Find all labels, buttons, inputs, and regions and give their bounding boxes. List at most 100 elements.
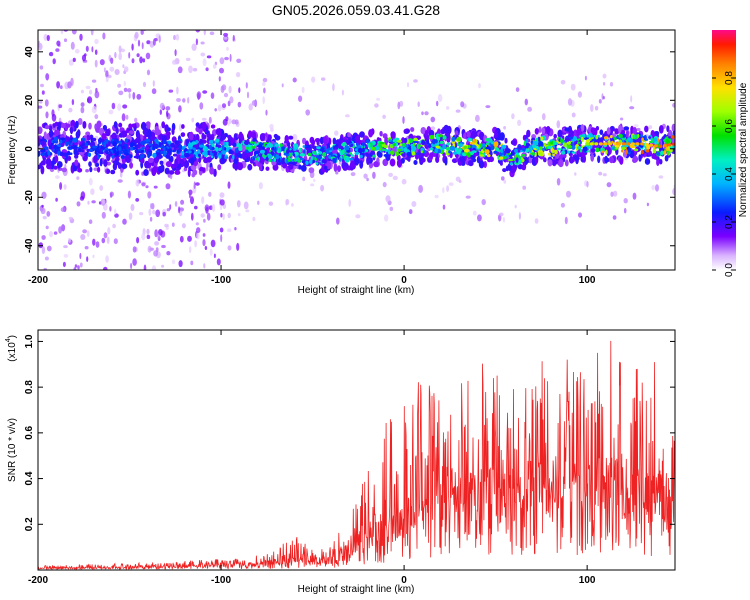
ridge-core-mark xyxy=(274,146,277,153)
speckle-mark xyxy=(401,178,407,185)
speckle-mark xyxy=(190,260,194,266)
speckle-mark xyxy=(102,32,106,40)
ridge-halo-mark xyxy=(308,167,315,174)
ridge-halo-mark xyxy=(40,160,46,166)
ridge-core-mark xyxy=(309,159,313,165)
ridge-peak-mark xyxy=(649,143,654,147)
speckle-mark xyxy=(455,109,461,113)
speckle-mark xyxy=(85,131,91,136)
ridge-core-mark xyxy=(464,148,470,153)
ridge-core-mark xyxy=(350,143,354,147)
speckle-mark xyxy=(220,234,223,243)
ridge-core-mark xyxy=(645,149,650,153)
speckle-mark xyxy=(577,91,583,98)
ridge-halo-mark xyxy=(60,122,67,129)
speckle-mark xyxy=(190,196,194,205)
ridge-core-mark xyxy=(267,143,274,149)
ridge-core-mark xyxy=(416,152,419,156)
speckle-mark xyxy=(598,171,603,176)
ridge-core-mark xyxy=(56,144,62,147)
speckle-mark xyxy=(85,45,89,52)
spectrogram-x-axis-title: Height of straight line (km) xyxy=(298,285,415,296)
speckle-mark xyxy=(334,130,339,136)
speckle-mark xyxy=(560,79,566,85)
speckle-mark xyxy=(222,118,228,126)
ridge-peak-mark xyxy=(653,144,658,148)
ridge-core-mark xyxy=(160,150,164,154)
ridge-halo-mark xyxy=(354,135,361,144)
ridge-core-mark xyxy=(81,149,85,153)
speckle-mark xyxy=(77,118,83,125)
ridge-core-mark xyxy=(601,150,605,153)
ridge-core-mark xyxy=(582,146,588,152)
ridge-core-mark xyxy=(621,146,627,150)
ridge-core-mark xyxy=(134,148,139,154)
speckle-mark xyxy=(174,49,177,57)
ridge-core-mark xyxy=(344,145,350,151)
ridge-halo-mark xyxy=(368,162,374,169)
speckle-mark xyxy=(542,113,546,121)
ridge-halo-mark xyxy=(174,158,179,168)
ridge-halo-mark xyxy=(396,154,401,162)
ridge-core-mark xyxy=(218,146,222,152)
ridge-core-mark xyxy=(249,141,255,144)
speckle-mark xyxy=(109,191,114,197)
ridge-core-mark xyxy=(188,150,192,153)
speckle-mark xyxy=(164,223,169,228)
speckle-mark xyxy=(178,105,182,113)
speckle-mark xyxy=(59,182,63,190)
speckle-mark xyxy=(81,54,87,62)
speckle-mark xyxy=(95,241,100,248)
speckle-mark xyxy=(268,201,274,206)
ridge-halo-mark xyxy=(479,131,485,141)
ridge-core-mark xyxy=(384,148,388,153)
ridge-core-mark xyxy=(535,145,539,150)
ridge-core-mark xyxy=(471,144,477,150)
ridge-core-mark xyxy=(429,147,434,151)
ridge-core-mark xyxy=(154,138,159,143)
speckle-mark xyxy=(137,39,141,47)
ridge-core-mark xyxy=(445,147,451,151)
colorbar: 0.0 0.2 0.4 0.6 0.8 Normalized spectral ampl… xyxy=(712,30,749,277)
ridge-core-mark xyxy=(571,151,576,154)
speckle-mark xyxy=(228,85,232,94)
speckle-mark xyxy=(265,109,268,116)
ridge-halo-mark xyxy=(129,162,134,169)
ridge-core-mark xyxy=(610,146,615,150)
ridge-core-mark xyxy=(406,151,412,157)
snr-series-line xyxy=(38,340,675,570)
ridge-core-mark xyxy=(344,157,350,163)
ridge-halo-mark xyxy=(53,165,58,170)
ridge-halo-mark xyxy=(128,130,135,135)
ridge-core-mark xyxy=(510,151,515,156)
ridge-core-mark xyxy=(670,135,675,139)
speckle-mark xyxy=(392,175,398,181)
speckle-mark xyxy=(630,95,633,103)
speckle-mark xyxy=(571,112,576,118)
speckle-mark xyxy=(128,92,131,99)
speckle-mark xyxy=(407,82,409,88)
ridge-core-mark xyxy=(316,146,321,150)
ridge-halo-mark xyxy=(379,130,383,137)
ridge-core-mark xyxy=(442,135,447,140)
speckle-mark xyxy=(134,31,139,39)
speckle-mark xyxy=(232,34,235,42)
speckle-mark xyxy=(63,38,68,42)
ridge-core-mark xyxy=(537,136,541,142)
ridge-core-mark xyxy=(130,147,134,151)
ridge-core-mark xyxy=(362,141,365,147)
speckle-mark xyxy=(382,181,387,188)
speckle-mark xyxy=(122,64,125,68)
speckle-mark xyxy=(197,92,201,101)
ridge-core-mark xyxy=(321,158,326,164)
speckle-mark xyxy=(94,59,98,68)
ridge-halo-mark xyxy=(69,126,74,135)
ridge-halo-mark xyxy=(192,169,198,176)
ridge-halo-mark xyxy=(188,157,195,164)
speckle-mark xyxy=(515,87,520,92)
ridge-core-mark xyxy=(439,140,445,145)
ridge-core-mark xyxy=(40,152,46,156)
ridge-core-mark xyxy=(412,140,418,144)
speckle-mark xyxy=(574,172,577,176)
speckle-mark xyxy=(73,267,77,270)
